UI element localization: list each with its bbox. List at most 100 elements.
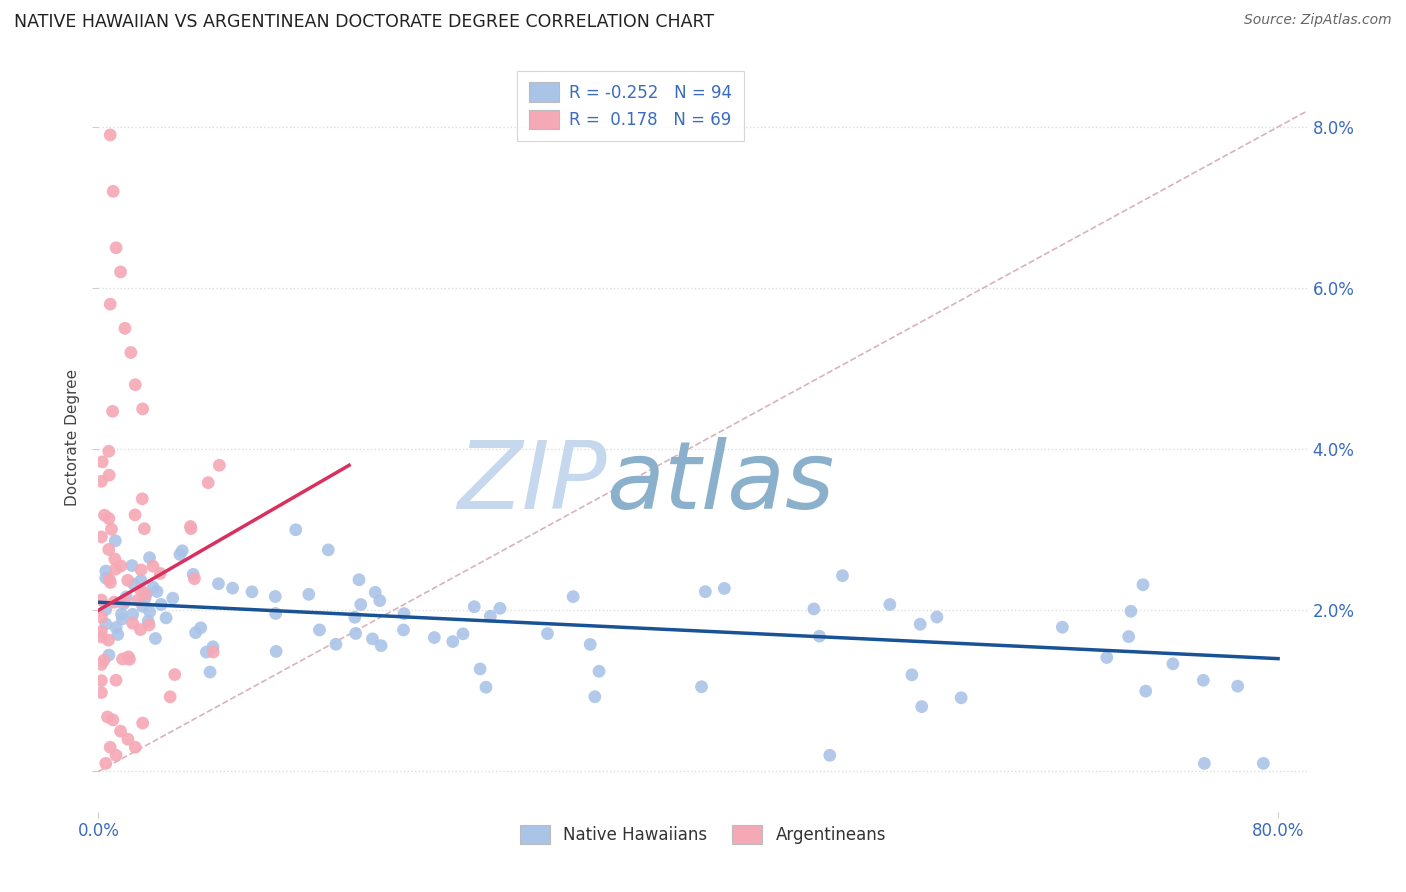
Point <box>579 637 602 651</box>
Point <box>97 542 120 557</box>
Point <box>124 740 146 755</box>
Point <box>1253 756 1275 771</box>
Point <box>264 644 287 658</box>
Point <box>121 607 143 622</box>
Point <box>90 685 112 699</box>
Point <box>298 587 321 601</box>
Point <box>118 652 141 666</box>
Point <box>111 652 134 666</box>
Point <box>901 668 924 682</box>
Point <box>121 616 143 631</box>
Point <box>98 573 121 587</box>
Point <box>264 590 287 604</box>
Point <box>713 582 735 596</box>
Point <box>134 522 156 536</box>
Point <box>489 601 512 615</box>
Point <box>98 297 121 311</box>
Point <box>129 563 152 577</box>
Point <box>112 597 135 611</box>
Point <box>94 571 117 585</box>
Point <box>284 523 307 537</box>
Point <box>451 627 474 641</box>
Point <box>124 508 146 522</box>
Point <box>172 543 194 558</box>
Point <box>364 585 387 599</box>
Point <box>105 748 128 763</box>
Point <box>131 401 153 416</box>
Point <box>120 345 142 359</box>
Point <box>138 550 160 565</box>
Point <box>264 607 287 621</box>
Point <box>1194 756 1216 771</box>
Point <box>479 609 502 624</box>
Point <box>104 562 127 576</box>
Point <box>350 598 373 612</box>
Point <box>392 607 415 621</box>
Point <box>131 491 153 506</box>
Point <box>1226 679 1249 693</box>
Point <box>155 611 177 625</box>
Point <box>90 624 112 639</box>
Point <box>831 568 853 582</box>
Point <box>925 610 948 624</box>
Point <box>93 508 115 523</box>
Point <box>111 612 134 626</box>
Legend: Native Hawaiians, Argentineans: Native Hawaiians, Argentineans <box>508 814 898 855</box>
Point <box>114 594 136 608</box>
Point <box>344 626 367 640</box>
Point <box>98 740 121 755</box>
Point <box>97 444 120 458</box>
Point <box>818 748 841 763</box>
Point <box>207 576 229 591</box>
Point <box>950 690 973 705</box>
Point <box>114 321 136 335</box>
Point <box>392 623 415 637</box>
Point <box>149 566 172 581</box>
Point <box>1135 684 1157 698</box>
Point <box>197 475 219 490</box>
Point <box>1052 620 1074 634</box>
Point <box>90 673 112 688</box>
Point <box>135 587 157 601</box>
Point <box>308 623 330 637</box>
Point <box>142 580 165 594</box>
Point <box>583 690 606 704</box>
Point <box>195 645 218 659</box>
Point <box>131 716 153 731</box>
Point <box>90 475 112 489</box>
Point <box>105 673 128 688</box>
Point <box>588 665 610 679</box>
Point <box>94 617 117 632</box>
Point <box>181 567 204 582</box>
Point <box>142 559 165 574</box>
Point <box>136 614 159 628</box>
Point <box>347 573 370 587</box>
Point <box>91 455 114 469</box>
Point <box>145 632 167 646</box>
Text: Source: ZipAtlas.com: Source: ZipAtlas.com <box>1244 13 1392 28</box>
Point <box>208 458 231 473</box>
Point <box>1095 650 1118 665</box>
Point <box>94 756 117 771</box>
Text: ZIP: ZIP <box>457 436 606 527</box>
Point <box>127 593 149 607</box>
Point <box>101 404 124 418</box>
Point <box>325 637 347 651</box>
Text: NATIVE HAWAIIAN VS ARGENTINEAN DOCTORATE DEGREE CORRELATION CHART: NATIVE HAWAIIAN VS ARGENTINEAN DOCTORATE… <box>14 13 714 31</box>
Point <box>100 522 122 536</box>
Point <box>879 598 901 612</box>
Point <box>190 621 212 635</box>
Point <box>562 590 585 604</box>
Point <box>138 605 160 619</box>
Point <box>117 732 139 747</box>
Point <box>124 377 146 392</box>
Point <box>90 530 112 544</box>
Point <box>103 595 125 609</box>
Point <box>150 598 173 612</box>
Point <box>536 626 558 640</box>
Point <box>98 468 121 483</box>
Point <box>104 552 127 566</box>
Point <box>96 710 118 724</box>
Point <box>90 657 112 672</box>
Point <box>343 610 366 624</box>
